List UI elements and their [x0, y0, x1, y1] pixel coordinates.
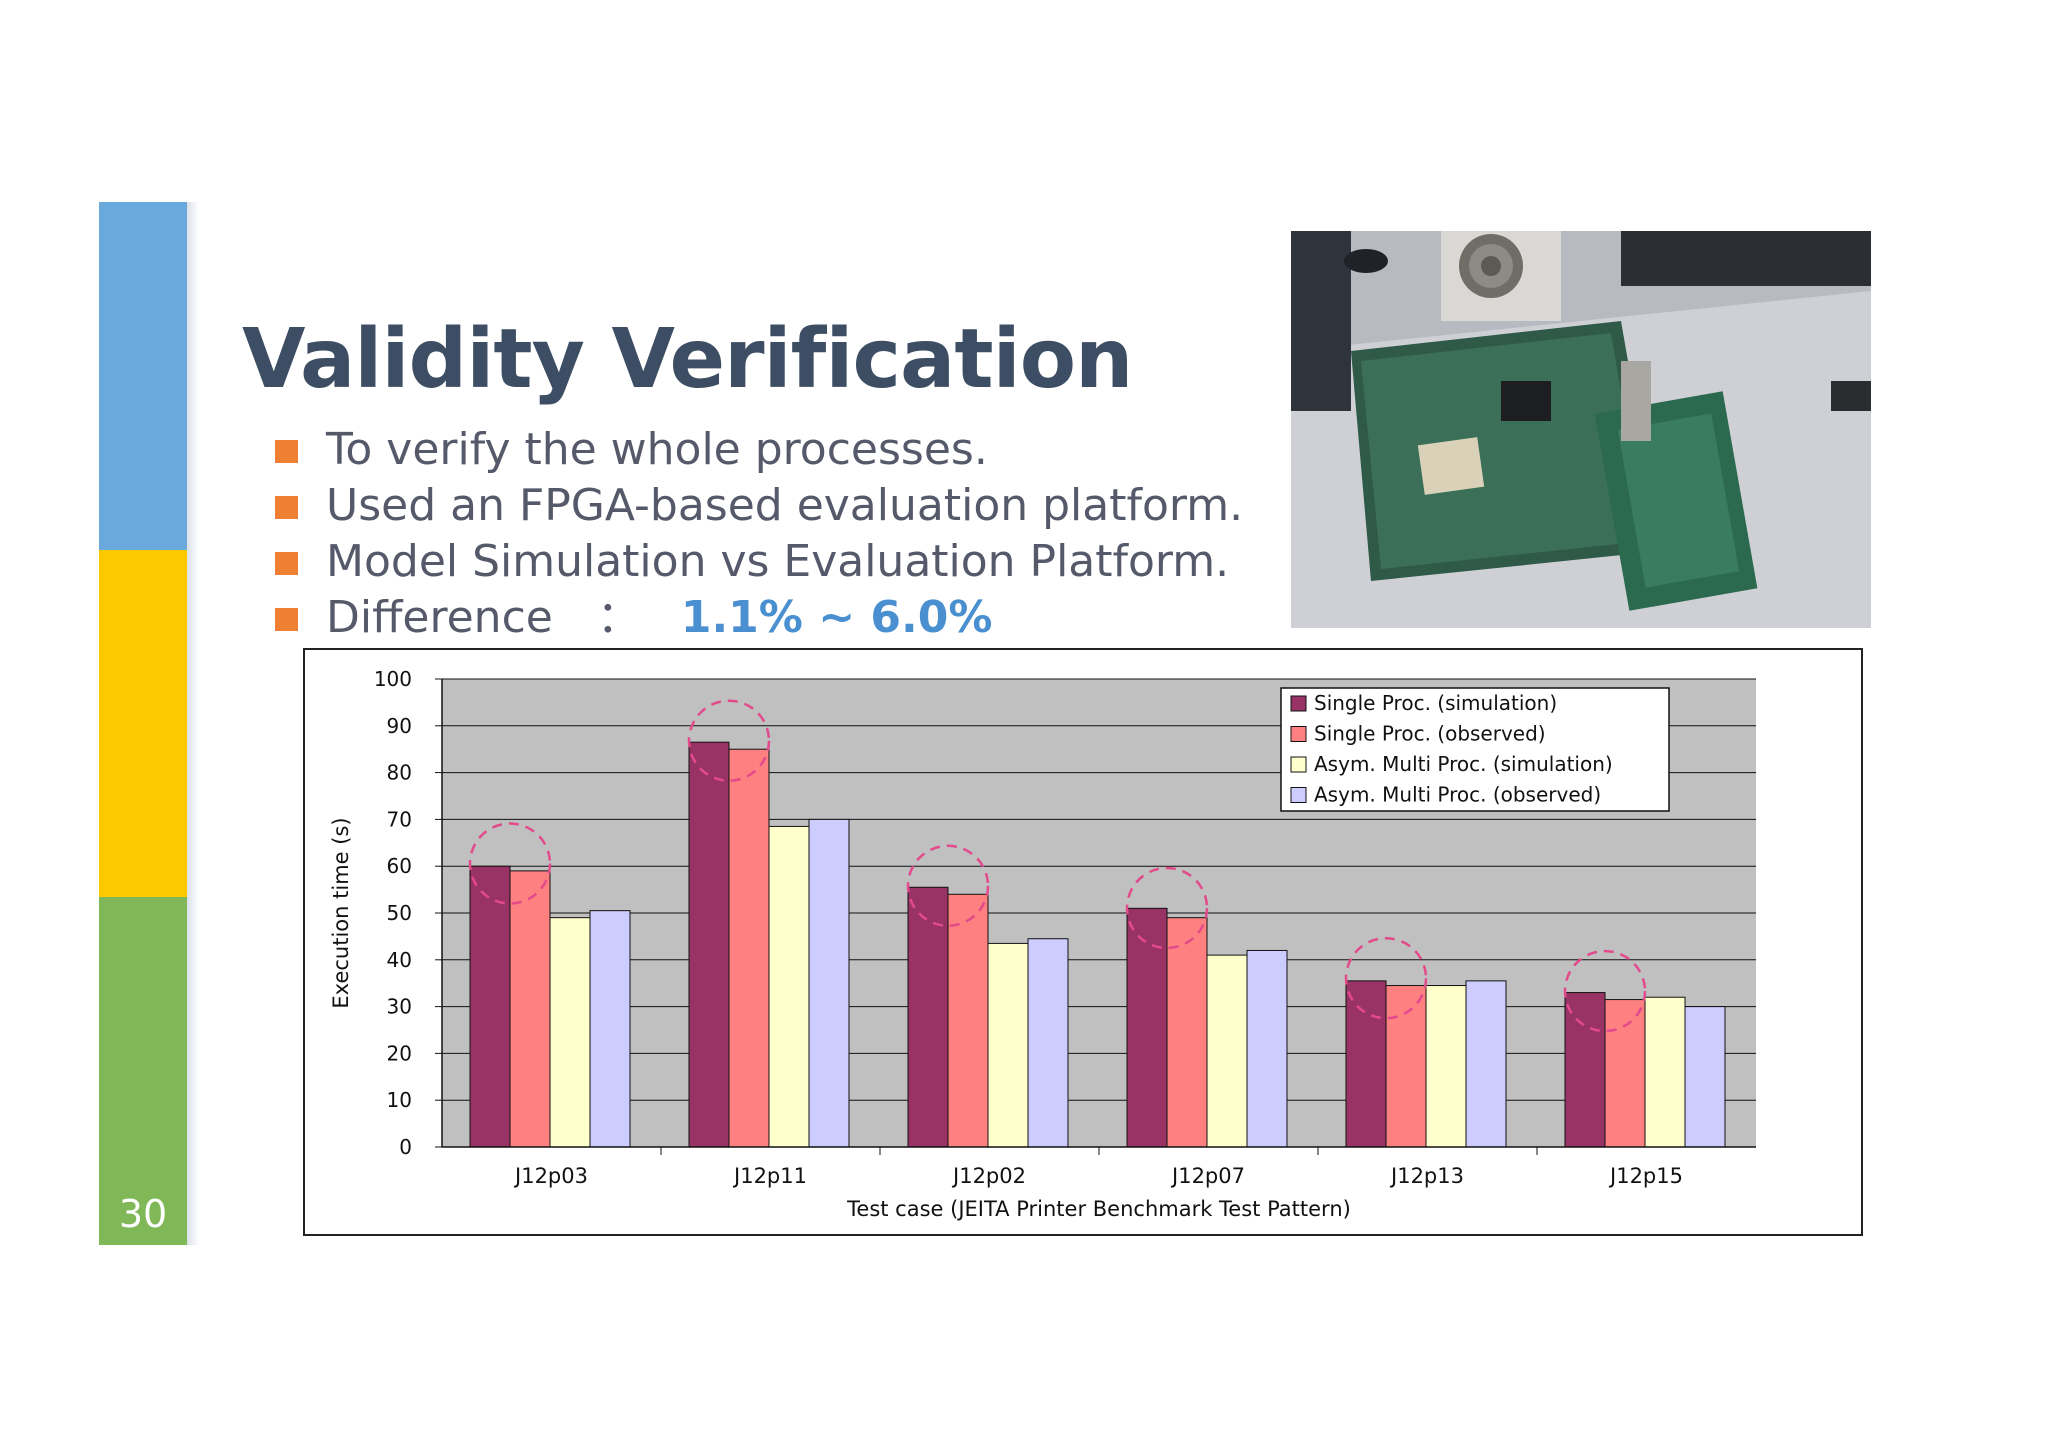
bar-J12p03-3 — [589, 910, 631, 1148]
bar-J12p15-2 — [1644, 996, 1686, 1148]
difference-label: Difference ： — [326, 592, 641, 643]
bar-J12p07-2 — [1206, 954, 1248, 1148]
bar-J12p02-1 — [947, 893, 989, 1148]
legend-swatch — [1290, 726, 1307, 742]
bar-J12p03-0 — [469, 865, 511, 1148]
bar-J12p11-2 — [768, 825, 810, 1148]
bar-J12p11-0 — [688, 741, 730, 1148]
legend-swatch — [1290, 756, 1307, 773]
bar-J12p13-2 — [1425, 985, 1467, 1148]
bullet-text: Difference ： 1.1% ~ 6.0% — [326, 590, 992, 646]
y-tick-label: 60 — [387, 854, 412, 878]
x-tick-label: J12p07 — [1170, 1164, 1245, 1188]
bar-J12p03-2 — [549, 917, 591, 1148]
x-tick-label: J12p02 — [951, 1164, 1026, 1188]
bullet-text: Model Simulation vs Evaluation Platform. — [326, 536, 1230, 587]
bar-J12p13-3 — [1465, 980, 1507, 1148]
bar-chart: 0 10 20 30 40 50 60 70 80 90 100 J12p03 J12p11 J12p02… — [329, 667, 1756, 1221]
legend-label: Asym. Multi Proc. (simulation) — [1314, 752, 1613, 776]
y-tick-label: 0 — [399, 1135, 412, 1159]
bar-J12p02-0 — [907, 886, 949, 1148]
bar-J12p07-0 — [1126, 907, 1168, 1148]
highlight-circle — [687, 699, 771, 782]
bar-J12p11-1 — [728, 748, 770, 1148]
bullet-square-icon — [275, 496, 298, 519]
x-axis-title: Test case (JEITA Printer Benchmark Test … — [846, 1197, 1351, 1221]
y-tick-label: 70 — [387, 807, 412, 831]
bar-J12p15-1 — [1604, 999, 1646, 1148]
bar-J12p15-3 — [1684, 1006, 1726, 1148]
difference-value: 1.1% ~ 6.0% — [680, 592, 993, 643]
bar-J12p15-0 — [1564, 992, 1606, 1148]
bar-J12p13-0 — [1345, 980, 1387, 1148]
y-tick-label: 90 — [387, 714, 412, 738]
highlight-circle — [1125, 866, 1209, 950]
fpga-board-photo — [1291, 231, 1871, 628]
y-tick-label: 50 — [387, 901, 412, 925]
side-bar-yellow — [99, 550, 187, 897]
bar-J12p03-1 — [509, 870, 551, 1148]
bar-J12p13-1 — [1385, 985, 1427, 1148]
y-tick-label: 20 — [387, 1041, 412, 1065]
slide-title: Validity Verification — [242, 312, 1133, 407]
legend-label: Single Proc. (simulation) — [1314, 691, 1557, 715]
y-tick-label: 100 — [374, 667, 412, 691]
page-number: 30 — [99, 1192, 187, 1236]
legend-label: Asym. Multi Proc. (observed) — [1314, 783, 1601, 807]
side-bar-shadow — [187, 202, 199, 1245]
x-tick-label: J12p11 — [732, 1164, 807, 1188]
bar-J12p07-1 — [1166, 917, 1208, 1148]
bullet-square-icon — [275, 608, 298, 631]
bullet-square-icon — [275, 552, 298, 575]
y-tick-label: 30 — [387, 995, 412, 1019]
side-bar-green — [99, 897, 187, 1245]
bullet-text: To verify the whole processes. — [326, 424, 988, 475]
x-tick-label: J12p15 — [1608, 1164, 1683, 1188]
y-tick-label: 10 — [387, 1088, 412, 1112]
side-bar-blue — [99, 202, 187, 550]
x-tick-label: J12p13 — [1389, 1164, 1464, 1188]
y-tick-label: 40 — [387, 948, 412, 972]
highlight-circle — [906, 844, 990, 928]
y-axis-title: Execution time (s) — [329, 817, 353, 1008]
legend-label: Single Proc. (observed) — [1314, 722, 1546, 746]
legend-box — [1280, 687, 1670, 812]
bar-J12p07-3 — [1246, 949, 1288, 1148]
chart-frame: 0 10 20 30 40 50 60 70 80 90 100 J12p03 J12p11 J12p02… — [303, 648, 1863, 1236]
legend-swatch — [1290, 695, 1307, 712]
highlight-circle — [1344, 936, 1428, 1020]
bullet-text: Used an FPGA-based evaluation platform. — [326, 480, 1244, 531]
legend-swatch — [1290, 787, 1307, 803]
highlight-circle — [1563, 949, 1647, 1033]
bar-J12p02-3 — [1027, 938, 1069, 1148]
y-tick-label: 80 — [387, 761, 412, 785]
x-tick-label: J12p03 — [513, 1164, 588, 1188]
bullet-square-icon — [275, 440, 298, 463]
bar-J12p02-2 — [987, 942, 1029, 1148]
bar-J12p11-3 — [808, 818, 850, 1148]
